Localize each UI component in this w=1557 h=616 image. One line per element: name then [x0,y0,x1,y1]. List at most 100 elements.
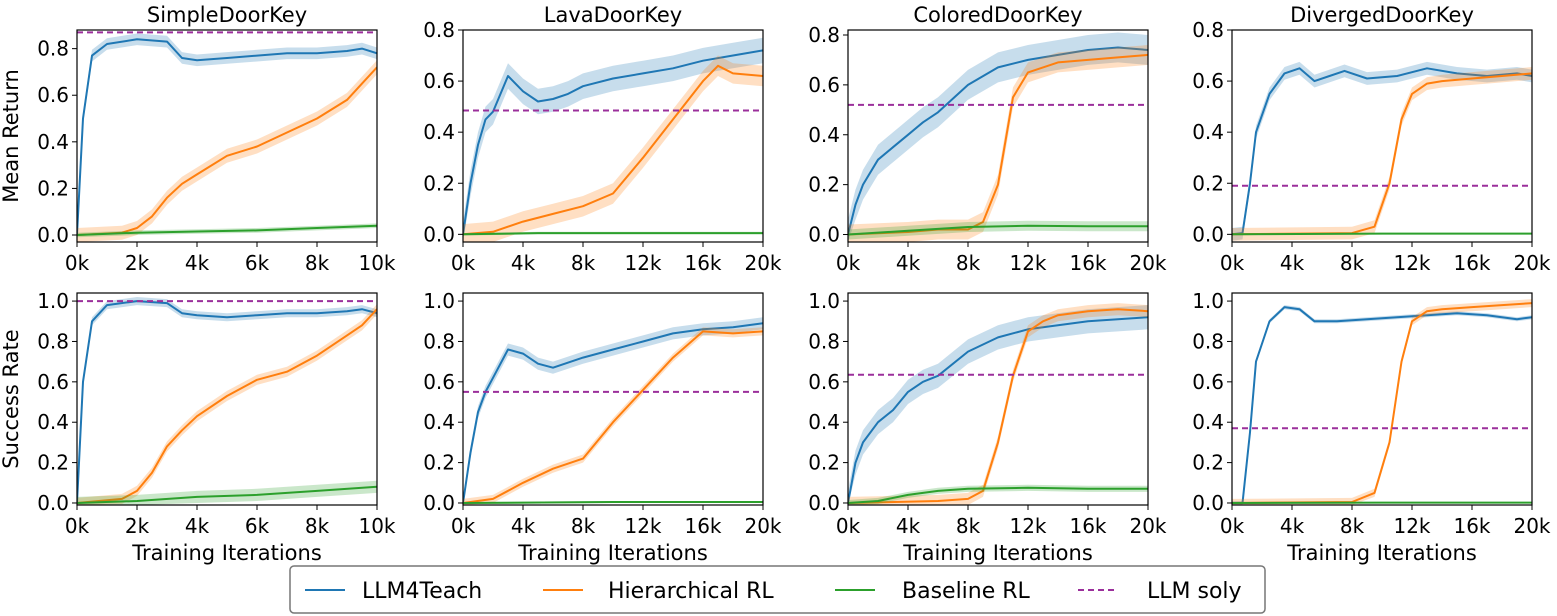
y-tick-label: 0.6 [37,370,69,394]
x-tick-label: 20k [1129,514,1166,538]
series-line-hierarchical-rl [77,308,377,504]
x-tick-label: 4k [511,251,536,275]
plot-area [848,32,1148,242]
x-tick-label: 0k [65,514,90,538]
x-tick-label: 10k [358,514,395,538]
y-tick-label: 0.0 [1192,222,1224,246]
axes-frame [462,292,764,506]
x-tick-label: 4k [1280,251,1305,275]
series-line-hierarchical-rl [463,330,763,504]
y-tick-label: 0.6 [808,370,840,394]
plot-area [77,31,377,242]
x-tick-label: 6k [245,514,270,538]
x-tick-label: 12k [624,514,661,538]
confidence-band-hierarchical-rl [463,55,763,242]
y-axis-label: Success Rate [0,329,23,468]
y-tick-label: 1.0 [1192,289,1224,313]
x-tick-label: 0k [836,251,861,275]
panel-title: LavaDoorKey [544,3,682,27]
y-tick-label: 0.8 [423,329,455,353]
series-line-llm4teach [1232,67,1532,236]
panel-3: 0.0 0.2 0.4 0.6 0.8 0k 4k 8k 12k 16k 20k ColoredDoo… [808,3,1167,275]
x-tick-label: 12k [1009,251,1046,275]
x-tick-label: 0k [1220,251,1245,275]
x-tick-label: 12k [1009,514,1046,538]
axes-frame [847,29,1149,243]
y-tick-label: 0.8 [37,329,69,353]
series-line-llm4teach [463,322,763,504]
legend: LLM4Teach Hierarchical RL Baseline RL LL… [289,565,1266,614]
panel-4: 0.0 0.2 0.4 0.6 0.8 0k 4k 8k 12k 16k 20k DivergedDo… [1192,3,1551,275]
x-tick-label: 20k [744,251,781,275]
y-tick-label: 0.8 [1192,18,1224,42]
y-tick-label: 0.0 [423,222,455,246]
y-tick-label: 0.2 [1192,171,1224,195]
panel-title: DivergedDoorKey [1290,3,1474,27]
series-line-baseline-rl [463,232,763,236]
panels: 0.0 0.2 0.4 0.6 0.8 0k 2k 4k 6k 8k 10k SimpleDoorKe… [0,3,1551,565]
confidence-band-baseline-rl [77,480,377,505]
x-tick-label: 0k [1220,514,1245,538]
series-line-llm4teach [77,38,377,236]
series-line-baseline-rl [1232,232,1532,236]
series-line-hierarchical-rl [77,66,377,236]
x-tick-label: 4k [185,514,210,538]
confidence-band-llm4teach [848,32,1148,242]
series-line-baseline-rl [848,486,1148,504]
confidence-band-hierarchical-rl [77,60,377,242]
x-tick-label: 16k [1069,514,1106,538]
x-axis-label: Training Iterations [1286,541,1477,565]
axes-frame [76,292,378,506]
x-tick-label: 20k [1513,514,1550,538]
y-tick-label: 0.6 [423,69,455,93]
legend-entry-llm4teach: LLM4Teach [305,579,482,604]
y-tick-label: 0.2 [37,451,69,475]
y-tick-label: 0.0 [1192,491,1224,515]
panel-7: 0.0 0.2 0.4 0.6 0.8 1.0 0k 4k 8k 12k 16k 20k Trainin… [808,289,1167,565]
y-tick-label: 0.6 [1192,69,1224,93]
y-tick-label: 0.8 [423,18,455,42]
x-tick-label: 8k [956,514,981,538]
x-tick-label: 16k [684,514,721,538]
y-tick-label: 0.0 [808,491,840,515]
x-axis-label: Training Iterations [902,541,1093,565]
confidence-band-hierarchical-rl [77,304,377,505]
y-tick-label: 0.0 [423,491,455,515]
axes-frame [1231,29,1533,243]
x-tick-label: 0k [451,514,476,538]
x-tick-label: 0k [65,251,90,275]
x-tick-label: 16k [1069,251,1106,275]
x-tick-label: 6k [245,251,270,275]
y-tick-label: 0.4 [423,120,455,144]
y-tick-label: 0.2 [1192,451,1224,475]
series-line-baseline-rl [77,485,377,504]
y-tick-label: 1.0 [423,289,455,313]
series-line-hierarchical-rl [1232,302,1532,504]
confidence-band-llm4teach [1232,305,1532,505]
series-line-llm4teach [848,316,1148,504]
panel-1: 0.0 0.2 0.4 0.6 0.8 0k 2k 4k 6k 8k 10k SimpleDoorKe… [0,3,396,275]
series-line-llm4teach [463,49,763,235]
confidence-band-hierarchical-rl [848,45,1148,242]
axes-frame [1231,292,1533,506]
x-tick-label: 12k [1393,514,1430,538]
y-tick-label: 0.2 [423,171,455,195]
series-line-hierarchical-rl [848,308,1148,504]
panel-6: 0.0 0.2 0.4 0.6 0.8 1.0 0k 4k 8k 12k 16k 20k Trainin… [423,289,782,565]
legend-frame [289,565,1266,614]
x-axis-label: Training Iterations [517,541,708,565]
y-tick-label: 0.6 [1192,370,1224,394]
series-line-baseline-rl [463,501,763,504]
plot-area [77,297,377,505]
legend-label-baseline-rl: Baseline RL [902,579,1031,604]
y-tick-label: 0.6 [423,370,455,394]
plot-area [1232,61,1532,241]
x-tick-label: 4k [185,251,210,275]
panel-8: 0.0 0.2 0.4 0.6 0.8 1.0 0k 4k 8k 12k 16k 20k Trainin… [1192,289,1551,565]
legend-entry-baseline-rl: Baseline RL [835,579,1031,604]
series-line-hierarchical-rl [463,64,763,236]
legend-entry-llm-soly: LLM soly [1078,579,1242,604]
x-tick-label: 2k [125,514,150,538]
x-tick-label: 8k [571,514,596,538]
